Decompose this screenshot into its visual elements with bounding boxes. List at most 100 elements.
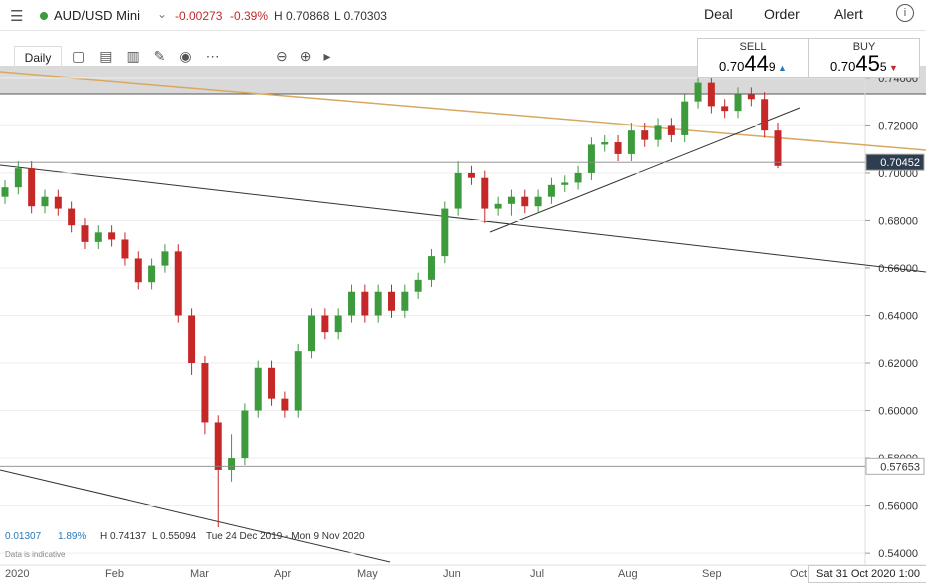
x-tick-label: Feb xyxy=(105,568,124,580)
buy-small: 5 xyxy=(879,60,887,74)
candle-body xyxy=(241,410,249,459)
candle-body xyxy=(574,172,582,183)
candle-body xyxy=(334,315,342,333)
x-tick-label: May xyxy=(357,568,378,580)
x-tick-label: Jun xyxy=(443,568,461,580)
candle-body xyxy=(388,291,395,311)
sell-small: 9 xyxy=(768,60,776,74)
x-tick-label: Apr xyxy=(274,568,291,580)
x-tick-label: Jul xyxy=(530,568,544,580)
x-tick-label: Sep xyxy=(702,568,722,580)
candle-body xyxy=(161,251,169,266)
candle-body xyxy=(521,196,529,207)
change-pct: -0.39% xyxy=(230,9,269,23)
y-tick-label: 0.62000 xyxy=(878,358,918,370)
buy-box[interactable]: BUY 0.70455 ▼ xyxy=(808,38,920,78)
sell-box[interactable]: SELL 0.70449 ▲ xyxy=(697,38,809,78)
candle-body xyxy=(254,367,262,411)
x-tick-label: 2020 xyxy=(5,568,29,580)
status-dot xyxy=(40,12,48,20)
candle-body xyxy=(494,203,502,209)
candle-body xyxy=(41,196,49,207)
candle-body xyxy=(281,398,289,411)
candle-body xyxy=(747,94,755,100)
toolbar-icons[interactable]: ▢▤▥✎◉⋯ xyxy=(72,48,234,64)
status-high: H 0.74137 xyxy=(100,531,147,542)
info-icon[interactable]: i xyxy=(896,4,914,22)
menu-item[interactable]: Deal xyxy=(704,6,733,22)
zoom-icons[interactable]: ⊖⊕▸ xyxy=(276,48,343,64)
dropdown[interactable]: ⌄ xyxy=(157,7,168,21)
trend-line xyxy=(0,469,391,563)
candle-body xyxy=(121,239,129,259)
high: H 0.70868 xyxy=(274,9,330,23)
sell-big: 44 xyxy=(744,51,769,76)
status-range: Tue 24 Dec 2019 - Mon 9 Nov 2020 xyxy=(206,531,365,542)
instrument[interactable]: AUD/USD Mini xyxy=(54,8,140,23)
candle-body xyxy=(68,208,76,226)
candle-body xyxy=(134,258,142,283)
sell-label: SELL xyxy=(739,41,767,53)
candle-body xyxy=(614,142,622,154)
candle-body xyxy=(108,232,116,240)
menu-item[interactable]: Order xyxy=(764,6,800,22)
candle-body xyxy=(667,125,675,135)
candle-body xyxy=(467,172,475,178)
menu-icon[interactable]: ☰ xyxy=(10,8,24,25)
buy-label: BUY xyxy=(852,41,876,53)
candle-body xyxy=(654,125,662,140)
y-tick-label: 0.66000 xyxy=(878,263,918,275)
buy-prefix: 0.70 xyxy=(830,59,856,74)
trend-line xyxy=(0,71,926,151)
y-tick-label: 0.64000 xyxy=(878,311,918,323)
candle-body xyxy=(308,315,316,352)
candle-body xyxy=(201,363,209,423)
candle-body xyxy=(414,279,422,292)
price-tag xyxy=(865,153,925,171)
candle-body xyxy=(601,142,609,145)
y-tick-label: 0.54000 xyxy=(878,548,918,560)
candle-body xyxy=(268,367,276,399)
candle-body xyxy=(14,168,22,188)
candle-body xyxy=(441,208,449,257)
low: L 0.70303 xyxy=(334,9,387,23)
candle-body xyxy=(481,177,489,209)
y-tick-label: 0.60000 xyxy=(878,406,918,418)
price-label: 0.70452 xyxy=(880,157,920,169)
price-tag xyxy=(865,457,925,475)
candle-body xyxy=(321,315,329,333)
x-tick-label: Mar xyxy=(190,568,209,580)
candle-body xyxy=(627,130,635,154)
y-tick-label: 0.56000 xyxy=(878,501,918,513)
sell-prefix: 0.70 xyxy=(719,59,745,74)
candle-body xyxy=(81,225,89,242)
candle-body xyxy=(148,265,156,283)
candle-body xyxy=(681,101,689,135)
candle-body xyxy=(1,187,9,197)
divider xyxy=(0,30,926,31)
candle-body xyxy=(707,82,715,107)
x-tick-label: Aug xyxy=(618,568,638,580)
candle-body xyxy=(54,196,62,209)
candle-body xyxy=(294,351,302,411)
status-change: 0.01307 xyxy=(5,531,42,542)
candle-body xyxy=(534,196,542,207)
candle-body xyxy=(561,182,569,185)
candle-body xyxy=(721,106,729,112)
trend-line xyxy=(489,107,801,233)
status-change-pct: 1.89% xyxy=(58,531,87,542)
menu-item[interactable]: Alert xyxy=(834,6,863,22)
candle-body xyxy=(694,82,702,102)
candle-body xyxy=(641,130,649,140)
candle-body xyxy=(587,144,595,173)
interval[interactable]: Daily xyxy=(14,46,62,70)
trend-line xyxy=(0,164,926,273)
candle-body xyxy=(348,291,356,316)
candle-body xyxy=(94,232,102,242)
price-label: 0.57653 xyxy=(880,461,920,473)
candle-body xyxy=(188,315,196,364)
y-tick-label: 0.72000 xyxy=(878,120,918,132)
candle-body xyxy=(454,172,462,209)
